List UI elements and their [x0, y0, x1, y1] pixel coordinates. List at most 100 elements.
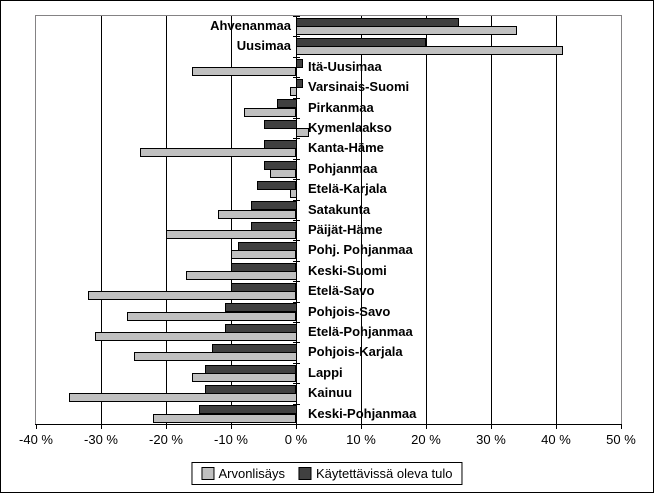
x-axis-tick [101, 424, 102, 429]
bar-arvonlisays [88, 291, 296, 300]
category-axis-tick [293, 16, 300, 17]
category-label: Kymenlaakso [308, 120, 392, 135]
legend-label-kaytettavissa: Käytettävissä oleva tulo [315, 466, 453, 481]
x-axis-tick [361, 424, 362, 429]
x-axis-tick [426, 424, 427, 429]
gridline [231, 16, 232, 424]
category-label: Satakunta [308, 202, 371, 217]
x-axis-tick [166, 424, 167, 429]
category-axis-tick [293, 36, 300, 37]
x-axis-label: 40 % [541, 432, 571, 447]
legend-swatch-arvonlisays [201, 467, 215, 480]
category-label: Kanta-Häme [308, 140, 384, 155]
bar-arvonlisays [218, 210, 296, 219]
bar-arvonlisays [186, 271, 297, 280]
bar-arvonlisays [296, 128, 309, 137]
category-label: Pohjois-Karjala [308, 344, 403, 359]
category-axis-tick [293, 363, 300, 364]
category-axis-tick [293, 179, 300, 180]
gridline [101, 16, 102, 424]
category-label: Etelä-Pohjanmaa [308, 324, 413, 339]
x-axis-tick [296, 424, 297, 429]
x-axis-label: 0 % [284, 432, 308, 447]
category-axis-tick [293, 220, 300, 221]
category-label: Etelä-Karjala [308, 181, 387, 196]
x-axis-tick [621, 424, 622, 429]
bar-kaytettavissa [199, 405, 297, 414]
category-label: Varsinais-Suomi [308, 79, 410, 94]
bar-arvonlisays [192, 67, 296, 76]
category-label: Etelä-Savo [308, 283, 375, 298]
bar-arvonlisays [127, 312, 296, 321]
bar-arvonlisays [296, 46, 563, 55]
category-axis-tick [293, 404, 300, 405]
category-axis-tick [293, 138, 300, 139]
category-label: Itä-Uusimaa [308, 59, 382, 74]
bar-arvonlisays [244, 108, 296, 117]
bar-arvonlisays [231, 250, 296, 259]
category-axis-tick [293, 342, 300, 343]
bar-arvonlisays [296, 26, 517, 35]
gridline [491, 16, 492, 424]
bar-kaytettavissa [257, 181, 296, 190]
category-axis-tick [293, 200, 300, 201]
x-axis-tick [491, 424, 492, 429]
x-axis-line [35, 424, 622, 425]
x-axis-label: 10 % [346, 432, 376, 447]
category-axis-tick [293, 261, 300, 262]
gridline [361, 16, 362, 424]
category-label: Ahvenanmaa [210, 18, 291, 33]
legend: Arvonlisäys Käytettävissä oleva tulo [191, 462, 463, 485]
category-label: Kainuu [308, 385, 353, 400]
x-axis-label: -40 % [19, 432, 53, 447]
x-axis-label: -30 % [84, 432, 118, 447]
bar-arvonlisays [192, 373, 296, 382]
category-axis-tick [293, 322, 300, 323]
bar-kaytettavissa [251, 201, 297, 210]
category-label: Pirkanmaa [308, 100, 374, 115]
plot-area: Ahvenanmaa Uusimaa Itä-Uusimaa Varsinais-Su… [35, 15, 622, 425]
category-axis-tick [293, 383, 300, 384]
legend-item-arvonlisays: Arvonlisäys [201, 466, 285, 481]
category-axis-tick [293, 57, 300, 58]
gridline [426, 16, 427, 424]
gridline [166, 16, 167, 424]
category-axis-tick [293, 118, 300, 119]
category-label: Keski-Suomi [308, 263, 387, 278]
bar-kaytettavissa [225, 303, 297, 312]
bar-arvonlisays [270, 169, 296, 178]
bar-kaytettavissa [296, 79, 303, 88]
category-axis-tick [293, 77, 300, 78]
category-axis-tick [293, 281, 300, 282]
x-axis-label: -20 % [149, 432, 183, 447]
category-label: Päijät-Häme [308, 222, 383, 237]
bar-arvonlisays [69, 393, 297, 402]
legend-swatch-kaytettavissa [298, 467, 312, 480]
bar-arvonlisays [290, 189, 297, 198]
x-axis-label: 30 % [476, 432, 506, 447]
category-label: Pohj. Pohjanmaa [308, 242, 413, 257]
gridline [556, 16, 557, 424]
x-axis-label: -10 % [214, 432, 248, 447]
category-label: Lappi [308, 365, 343, 380]
x-axis-tick [36, 424, 37, 429]
legend-label-arvonlisays: Arvonlisäys [218, 466, 285, 481]
bar-arvonlisays [166, 230, 296, 239]
legend-item-kaytettavissa: Käytettävissä oleva tulo [298, 466, 453, 481]
bar-arvonlisays [95, 332, 297, 341]
bar-kaytettavissa [296, 59, 303, 68]
x-axis-label: 20 % [411, 432, 441, 447]
category-axis-tick [293, 159, 300, 160]
bar-arvonlisays [153, 414, 296, 423]
category-label: Uusimaa [236, 38, 291, 53]
x-axis-tick [556, 424, 557, 429]
x-axis-tick [231, 424, 232, 429]
category-label: Pohjois-Savo [308, 304, 391, 319]
x-axis-label: 50 % [606, 432, 636, 447]
bar-kaytettavissa [264, 120, 297, 129]
bar-kaytettavissa [277, 99, 297, 108]
bar-arvonlisays [134, 352, 297, 361]
category-axis-tick [293, 98, 300, 99]
bar-arvonlisays [140, 148, 296, 157]
